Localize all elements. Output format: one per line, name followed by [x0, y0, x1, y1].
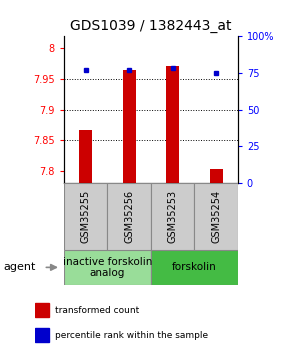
Text: GDS1039 / 1382443_at: GDS1039 / 1382443_at [70, 19, 231, 33]
Text: GSM35254: GSM35254 [211, 190, 221, 243]
Bar [122, 70, 135, 183]
Text: GSM35253: GSM35253 [168, 190, 177, 243]
Bar [79, 130, 92, 183]
Bar [35, 328, 49, 342]
Bar [209, 169, 222, 183]
Bar [64, 183, 107, 250]
Text: forskolin: forskolin [172, 263, 217, 272]
Bar [151, 183, 194, 250]
Text: GSM35256: GSM35256 [124, 190, 134, 243]
Text: transformed count: transformed count [55, 306, 139, 315]
Bar [151, 250, 238, 285]
Text: GSM35255: GSM35255 [81, 190, 90, 243]
Bar [35, 303, 49, 317]
Text: inactive forskolin
analog: inactive forskolin analog [63, 257, 152, 278]
Text: agent: agent [3, 263, 35, 272]
Bar [166, 66, 179, 183]
Bar [64, 250, 151, 285]
Bar [194, 183, 238, 250]
Bar [107, 183, 151, 250]
Text: percentile rank within the sample: percentile rank within the sample [55, 331, 208, 339]
